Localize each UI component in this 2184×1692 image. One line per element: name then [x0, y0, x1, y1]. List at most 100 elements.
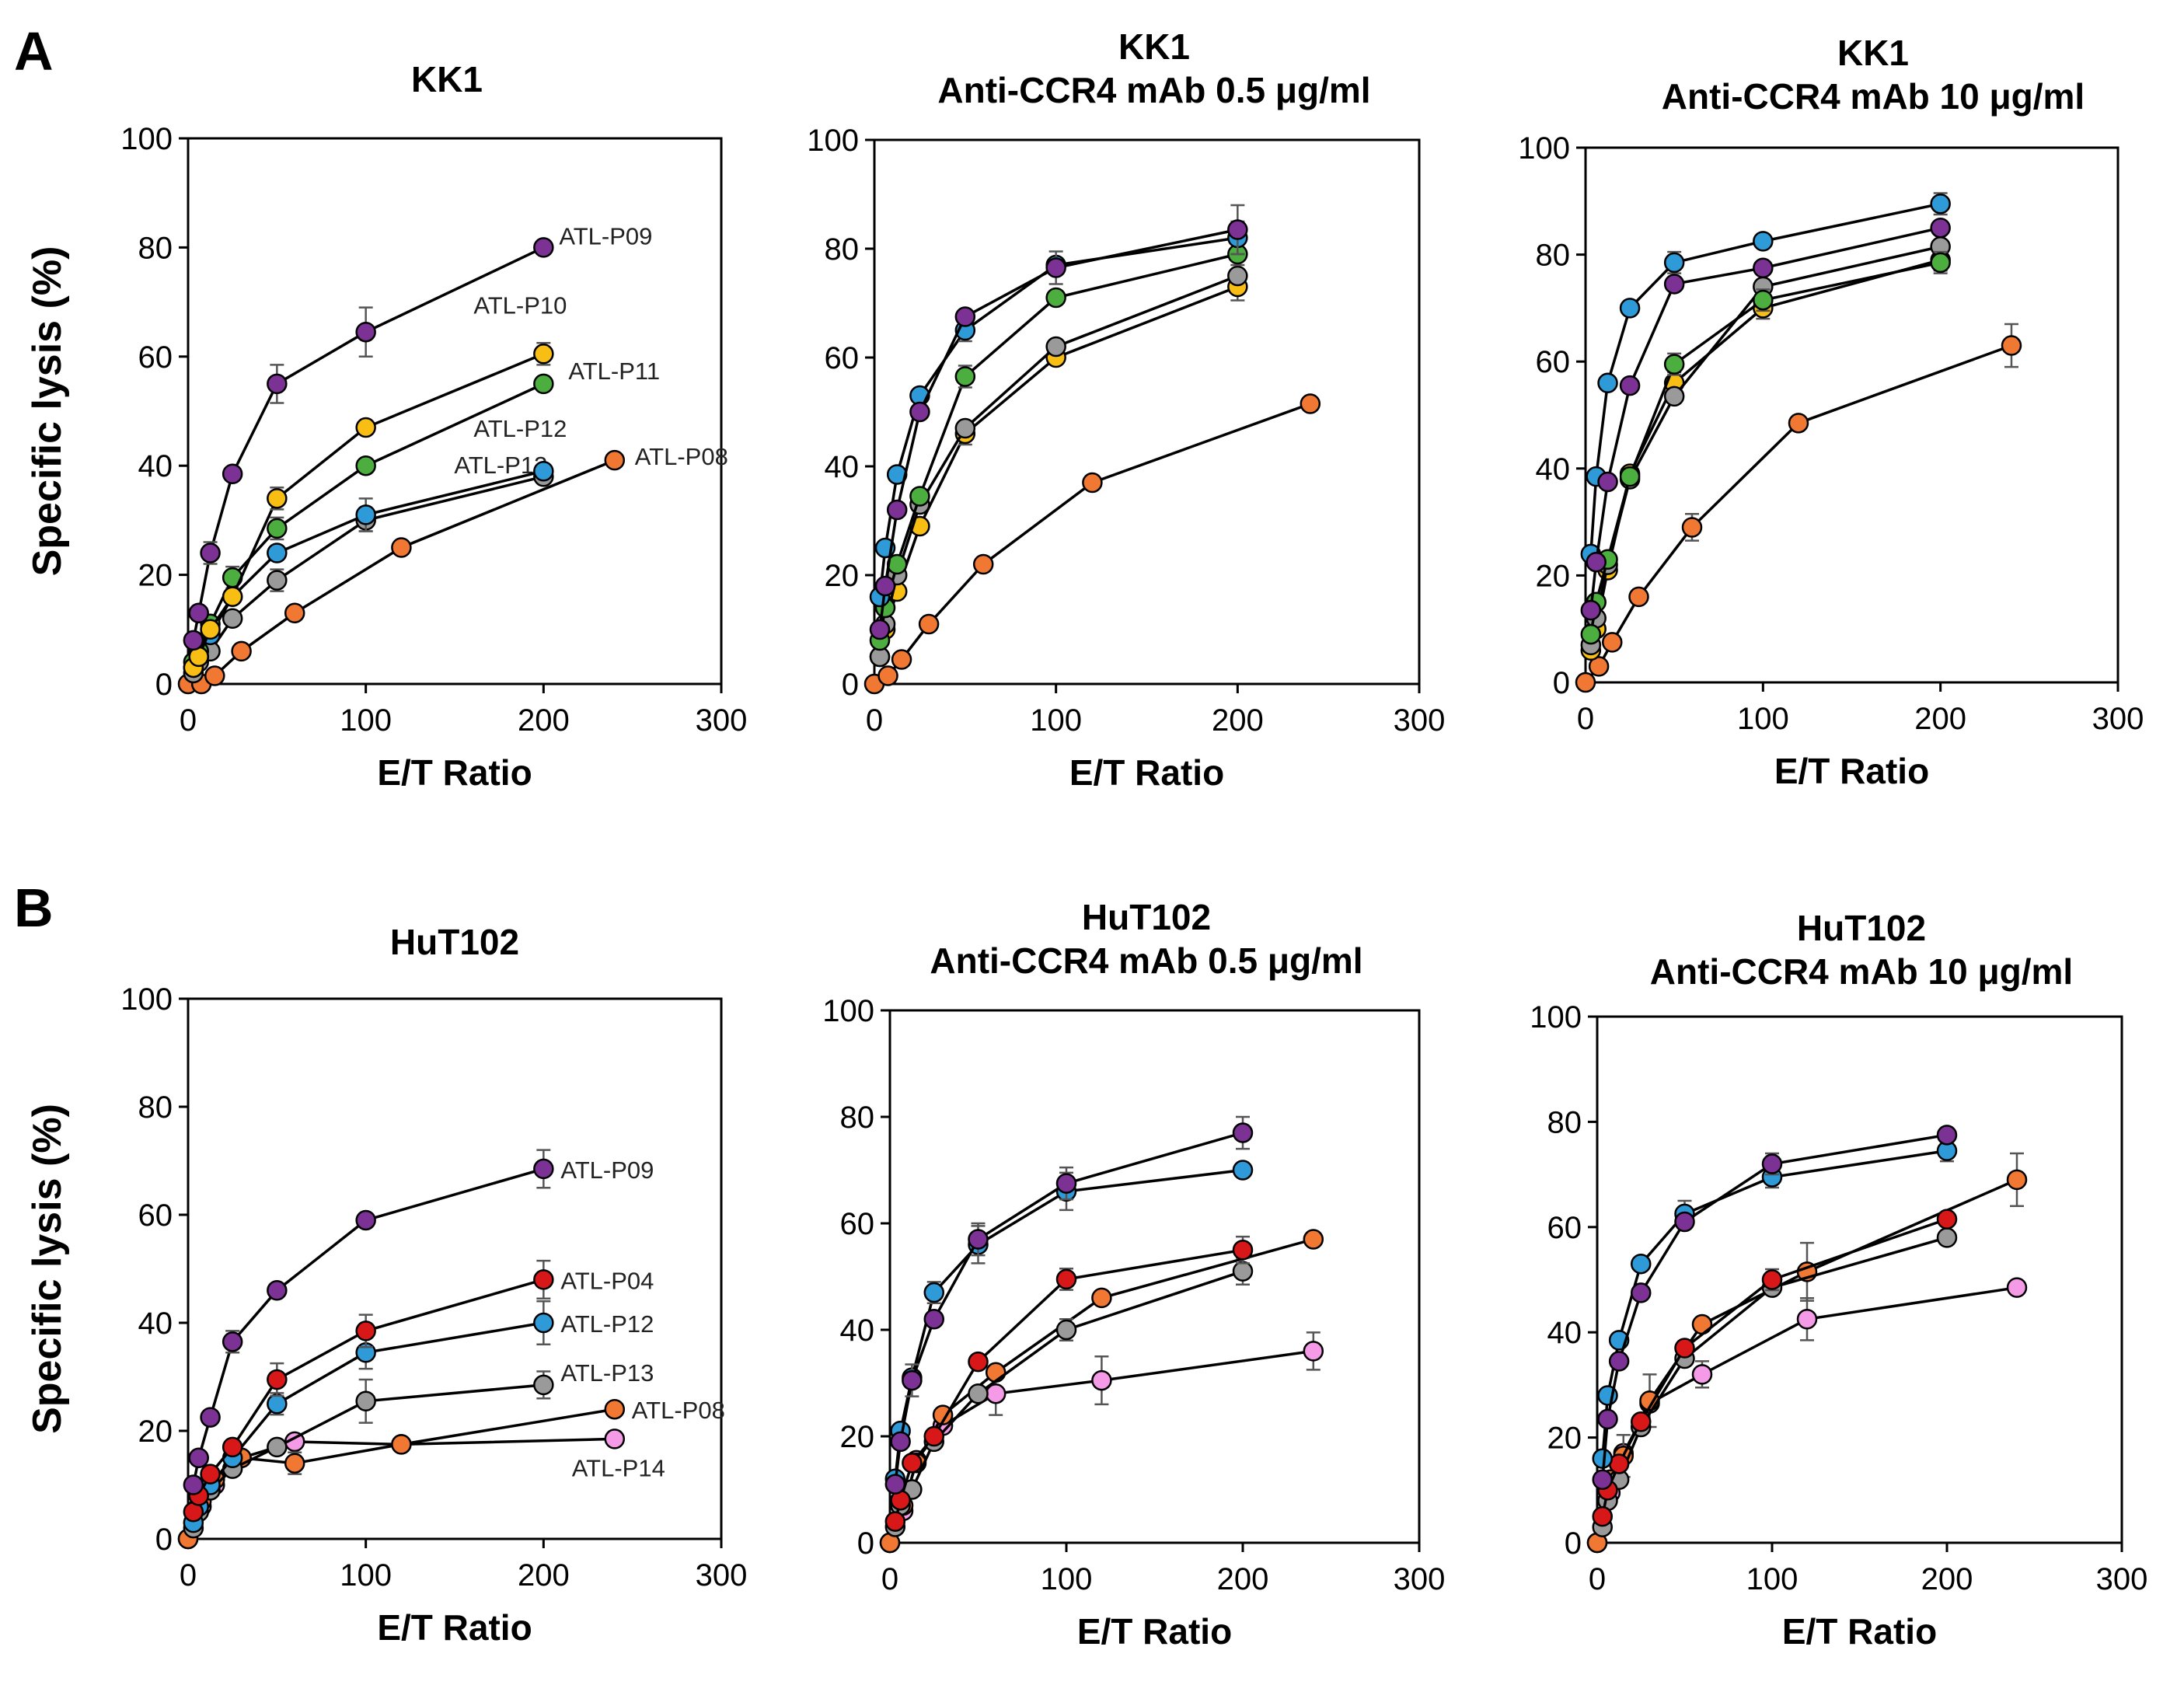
x-tick-label: 100: [1041, 1562, 1093, 1596]
data-point: [533, 1158, 554, 1180]
series-annotation: ATL-P10: [473, 291, 567, 319]
data-point: [1663, 354, 1685, 375]
data-point: [267, 1280, 288, 1301]
data-point: [222, 1331, 243, 1352]
data-point: [355, 1320, 376, 1341]
y-tick-label: 0: [857, 1526, 874, 1561]
chart-title-line: Anti-CCR4 mAb 0.5 μg/ml: [930, 940, 1362, 981]
series-line: [188, 459, 616, 686]
y-tick-label: 100: [1530, 1000, 1582, 1034]
series-annotation: ATL-P12: [473, 415, 567, 442]
x-tick-label: 200: [1914, 702, 1966, 736]
data-point: [1303, 1229, 1324, 1250]
series-line: [894, 1270, 1244, 1527]
data-point: [1055, 1268, 1077, 1290]
x-tick-label: 100: [1746, 1562, 1798, 1596]
data-point: [1619, 298, 1641, 319]
y-tick-label: 20: [138, 559, 173, 593]
data-point: [968, 1383, 989, 1404]
data-point: [902, 1453, 923, 1474]
y-tick-label: 60: [1547, 1211, 1582, 1245]
y-tick-label: 40: [840, 1313, 875, 1348]
y-tick-label: 60: [138, 1198, 173, 1233]
data-point: [902, 1369, 923, 1391]
y-tick-label: 60: [840, 1207, 875, 1241]
series-atl-p09: [884, 1115, 1254, 1495]
data-point: [886, 499, 908, 521]
data-point: [1303, 1341, 1324, 1362]
data-point: [1608, 1351, 1630, 1372]
x-axis-label: E/T Ratio: [1069, 752, 1224, 793]
y-axis-label: Specific lysis (%): [25, 1104, 70, 1434]
data-point: [1691, 1364, 1713, 1385]
x-tick-label: 200: [1921, 1562, 1973, 1596]
data-point: [972, 553, 994, 575]
data-point: [1674, 1338, 1695, 1359]
data-point: [1045, 336, 1066, 358]
chart-4: HuT102 0 20 40 60 80 100 0 100 200 300 E/T Ratio Spe…: [25, 922, 747, 1648]
x-tick-label: 0: [180, 1558, 197, 1593]
data-point: [1681, 517, 1703, 538]
data-point: [355, 1390, 376, 1412]
data-point: [1753, 231, 1774, 252]
x-tick-label: 300: [1394, 1562, 1446, 1596]
y-tick-label: 80: [138, 1090, 173, 1125]
data-point: [267, 518, 288, 539]
y-tick-label: 20: [138, 1415, 173, 1449]
data-point: [267, 1394, 288, 1415]
data-point: [267, 1369, 288, 1390]
x-tick-label: 0: [1577, 702, 1594, 736]
data-point: [985, 1362, 1007, 1383]
chart-title-line: KK1: [1118, 26, 1190, 67]
data-point: [391, 1434, 412, 1455]
data-point: [1597, 372, 1618, 393]
y-tick-label: 0: [842, 668, 859, 702]
data-point: [968, 1351, 989, 1373]
data-point: [1091, 1287, 1112, 1309]
data-point: [188, 602, 209, 623]
x-tick-label: 100: [340, 703, 392, 738]
data-point: [1761, 1153, 1783, 1174]
data-point: [1663, 252, 1685, 274]
data-point: [222, 586, 243, 607]
series-annotation: ATL-P14: [572, 1454, 665, 1481]
y-axis-label: Specific lysis (%): [25, 246, 70, 577]
data-point: [1631, 1253, 1652, 1275]
series-annotation: ATL-P09: [560, 1156, 654, 1184]
data-point: [932, 1404, 954, 1425]
y-tick-label: 20: [1536, 559, 1571, 593]
data-point: [1936, 1125, 1958, 1146]
plot-frame: [1584, 146, 2119, 684]
chart-title-line: Anti-CCR4 mAb 10 μg/ml: [1650, 951, 2073, 992]
data-point: [1227, 219, 1248, 240]
series-annotation: ATL-P08: [635, 443, 728, 470]
y-tick-label: 60: [138, 340, 173, 375]
series-atl-p04: ATL-P04: [183, 1259, 654, 1523]
x-axis-label: E/T Ratio: [377, 752, 532, 793]
series-atl-p10: ATL-P10: [183, 291, 567, 679]
data-point: [1788, 413, 1809, 434]
data-point: [1091, 1369, 1112, 1391]
x-tick-label: 300: [1394, 703, 1446, 738]
x-axis-label: E/T Ratio: [1782, 1611, 1937, 1652]
data-point: [909, 401, 930, 423]
y-tick-label: 40: [138, 449, 173, 483]
data-point: [1930, 217, 1951, 239]
data-point: [267, 570, 288, 591]
x-tick-label: 200: [1217, 1562, 1269, 1596]
series-atl-p08: [1586, 1152, 2028, 1554]
data-point: [1936, 1227, 1958, 1248]
y-tick-label: 0: [1553, 666, 1570, 700]
series-atl-p11: [1580, 250, 1951, 645]
x-tick-label: 300: [696, 703, 748, 738]
series-line: [1589, 202, 1942, 555]
data-point: [909, 486, 930, 507]
plot-frame: [888, 1009, 1421, 1544]
x-axis-label: E/T Ratio: [1774, 751, 1929, 791]
data-point: [604, 1429, 626, 1450]
data-point: [231, 640, 252, 662]
series-line: [187, 1408, 616, 1540]
